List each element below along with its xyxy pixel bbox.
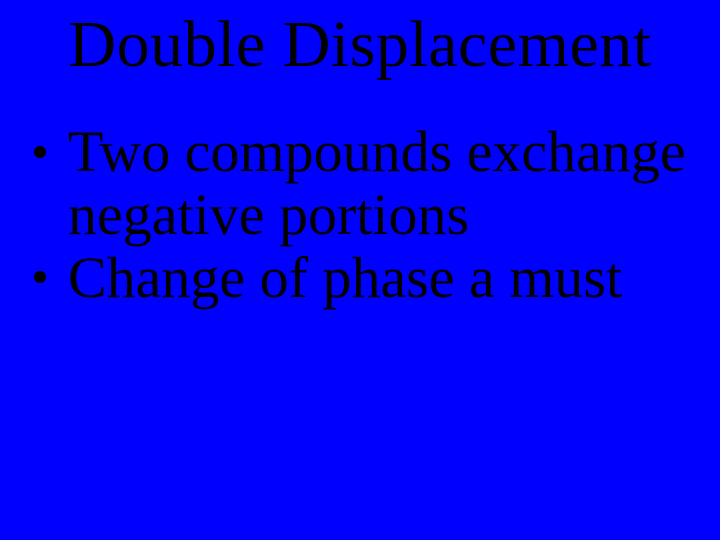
- slide-title: Double Displacement: [28, 10, 692, 79]
- bullet-icon: [34, 146, 46, 158]
- bullet-icon: [34, 271, 46, 283]
- bullet-list: Two compounds exchange negative portions…: [28, 121, 692, 309]
- list-item: Change of phase a must: [32, 247, 692, 310]
- bullet-text: Two compounds exchange negative portions: [68, 119, 686, 247]
- bullet-text: Change of phase a must: [68, 245, 622, 310]
- slide: Double Displacement Two compounds exchan…: [0, 0, 720, 540]
- list-item: Two compounds exchange negative portions: [32, 121, 692, 246]
